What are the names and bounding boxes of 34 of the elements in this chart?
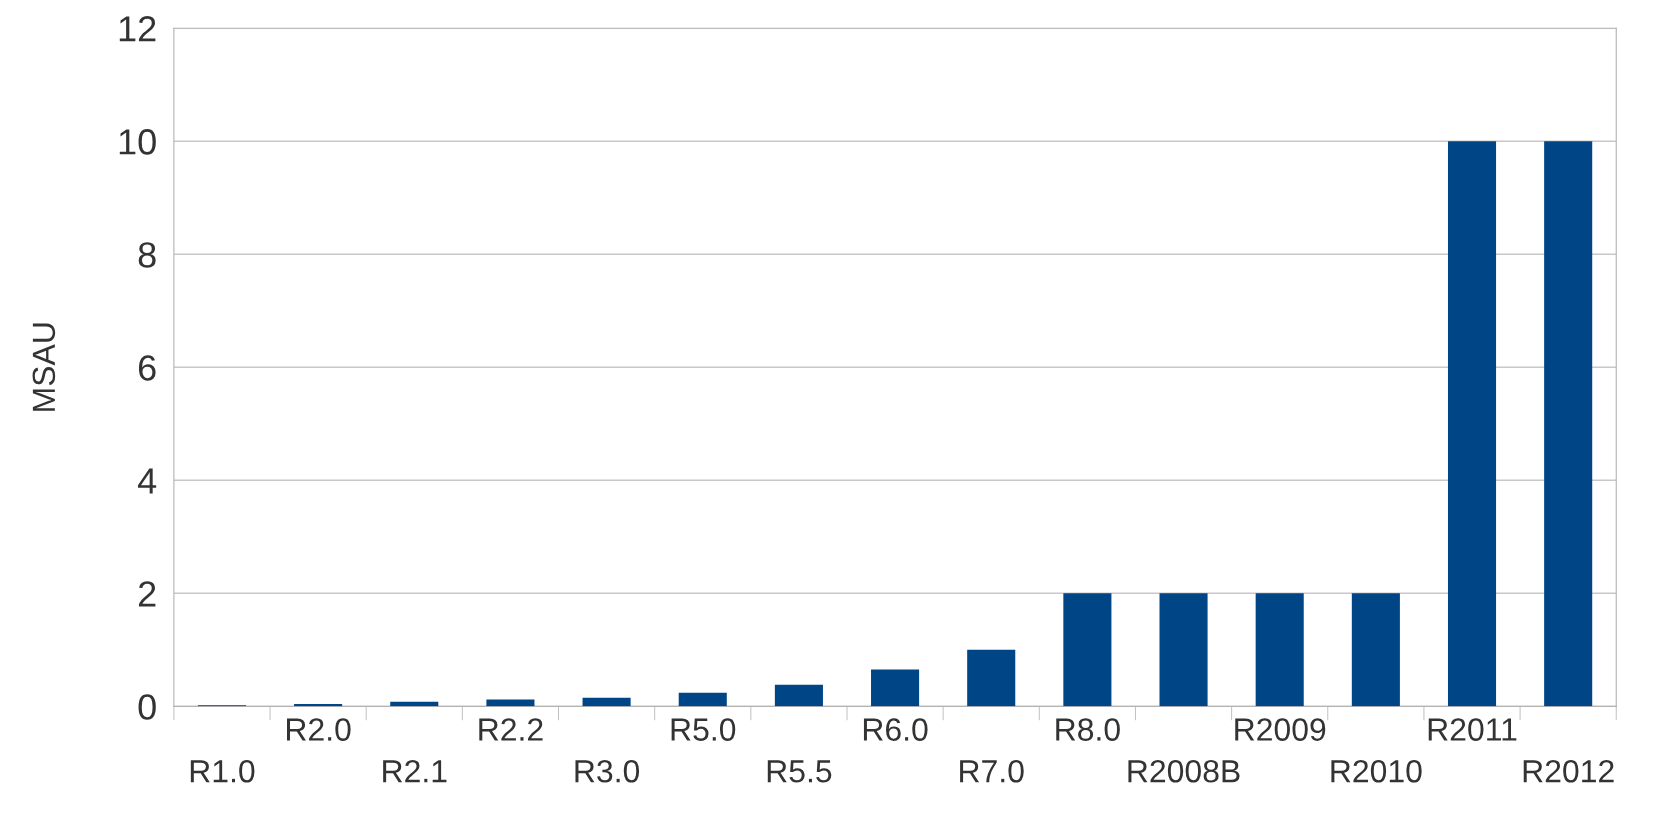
x-tick-label: R2.2 xyxy=(479,718,543,741)
y-axis-title: MSAU xyxy=(32,323,56,411)
y-tick-label: 0 xyxy=(138,694,156,720)
bar xyxy=(871,669,920,707)
bar xyxy=(1544,141,1593,707)
bar xyxy=(967,649,1016,707)
bar xyxy=(678,692,727,707)
x-tick-label: R2010 xyxy=(1331,759,1422,783)
bar xyxy=(1159,593,1208,707)
bar xyxy=(1447,141,1497,707)
y-tick-label: 2 xyxy=(138,581,156,607)
x-tick-label: R2012 xyxy=(1523,759,1614,783)
bar xyxy=(1255,593,1304,707)
x-tick-label: R2008B xyxy=(1128,759,1240,783)
x-tick-label: R2.1 xyxy=(383,759,447,783)
x-tick-label: R2009 xyxy=(1235,718,1326,741)
y-tick-label: 4 xyxy=(137,468,157,494)
x-tick-label: R5.0 xyxy=(671,718,736,741)
x-tick-label: R6.0 xyxy=(863,718,928,741)
x-tick-label: R8.0 xyxy=(1056,718,1120,741)
x-tick-label: R3.0 xyxy=(575,759,640,783)
x-tick-label: R1.0 xyxy=(190,759,255,783)
bar xyxy=(774,684,823,707)
bar xyxy=(1063,593,1112,707)
y-tick-label: 12 xyxy=(119,16,156,42)
x-tick-label: R5.5 xyxy=(767,760,832,783)
y-tick-label: 8 xyxy=(138,242,156,268)
bar xyxy=(582,697,631,707)
x-tick-label: R2.0 xyxy=(287,718,351,741)
x-tick-label: R2011 xyxy=(1428,718,1517,741)
x-tick-label: R7.0 xyxy=(960,759,1024,783)
y-tick-label: 10 xyxy=(119,129,156,155)
y-tick-label: 6 xyxy=(138,355,156,381)
bar xyxy=(1351,593,1400,707)
